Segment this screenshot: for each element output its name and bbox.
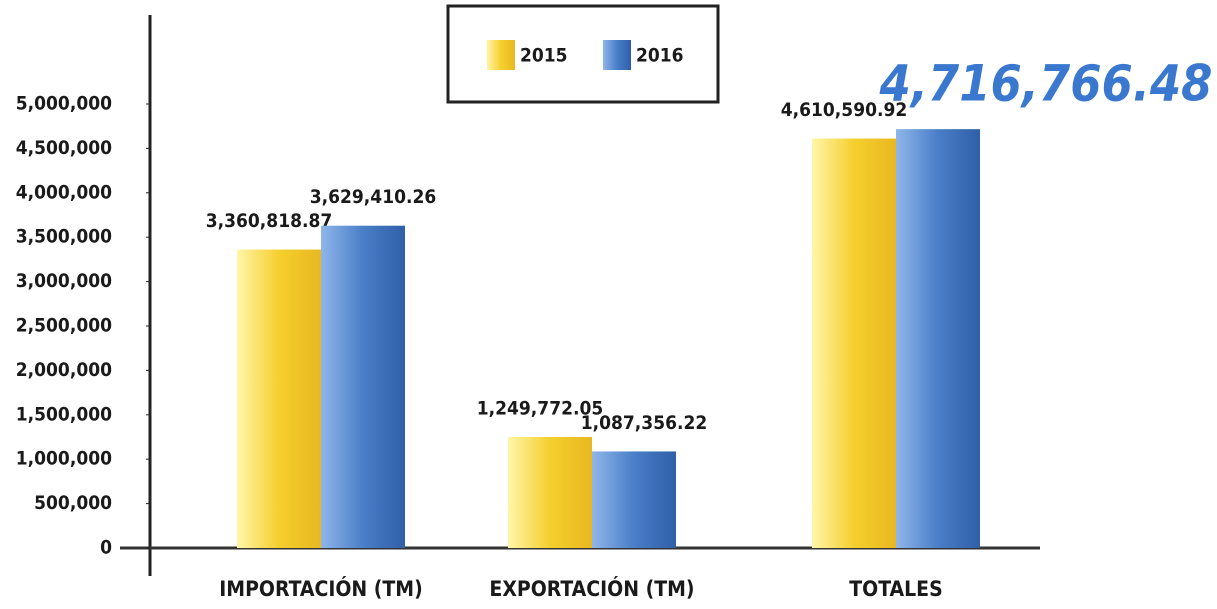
y-tick-label: 4,500,000 [16, 137, 112, 159]
bar [237, 249, 321, 549]
legend-swatch [487, 40, 515, 70]
y-tick-label: 5,000,000 [16, 93, 112, 115]
x-tick-label: IMPORTACIÓN (TM) [219, 576, 423, 601]
y-tick-label: 0 [100, 537, 112, 559]
value-label: 3,629,410.26 [310, 186, 437, 208]
x-tick-label: TOTALES [849, 577, 942, 601]
y-tick-label: 1,500,000 [16, 403, 112, 425]
bar [508, 437, 592, 548]
value-label: 4,610,590.92 [781, 99, 908, 121]
legend-label: 2015 [520, 45, 568, 67]
y-tick-label: 2,500,000 [16, 315, 112, 337]
legend-swatch [603, 40, 631, 70]
y-tick-label: 4,000,000 [16, 181, 112, 203]
y-tick-label: 1,000,000 [16, 448, 112, 470]
value-label: 1,087,356.22 [581, 412, 708, 434]
value-label: 3,360,818.87 [206, 210, 333, 232]
y-tick-label: 500,000 [34, 492, 112, 514]
bar [812, 138, 896, 548]
y-tick-label: 3,500,000 [16, 226, 112, 248]
value-label: 1,249,772.05 [477, 398, 604, 420]
bar [896, 129, 980, 549]
bar [321, 225, 405, 548]
legend-label: 2016 [636, 45, 684, 67]
bar [592, 451, 676, 548]
value-label: 4,716,766.48 [879, 55, 1213, 113]
x-tick-label: EXPORTACIÓN (TM) [489, 576, 694, 601]
y-tick-label: 2,000,000 [16, 359, 112, 381]
y-tick-label: 3,000,000 [16, 270, 112, 292]
